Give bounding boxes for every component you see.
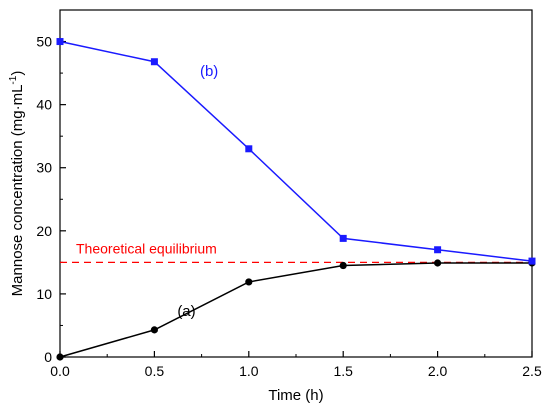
data-point (339, 261, 347, 270)
y-tick-label: 40 (36, 97, 52, 113)
series-label: (b) (200, 63, 218, 80)
data-point (56, 353, 64, 361)
x-tick-label: 1.0 (239, 363, 259, 379)
y-axis-label: Mannose concentration (mg·mL-1) (8, 71, 26, 297)
data-point (528, 257, 536, 265)
x-tick-label: 0.0 (50, 363, 70, 379)
series-line (59, 262, 532, 358)
y-tick-label: 10 (36, 286, 52, 302)
x-tick-label: 2.0 (428, 363, 448, 379)
data-point (56, 38, 64, 46)
y-tick-label: 50 (36, 34, 52, 50)
data-point (434, 246, 442, 254)
data-point (339, 234, 347, 242)
x-tick-label: 2.5 (522, 363, 542, 379)
data-point (245, 278, 253, 286)
x-tick-label: 1.5 (333, 363, 353, 379)
y-axis-label-superscript: -1 (8, 75, 19, 84)
series-label: (a) (177, 303, 195, 320)
data-point (150, 58, 158, 66)
y-axis-label-main: Mannose concentration (mg·mL (9, 85, 26, 297)
y-tick-label: 20 (36, 223, 52, 239)
y-tick-label: 0 (44, 349, 52, 365)
data-point (434, 259, 442, 267)
plot-frame (59, 9, 533, 358)
series-line (59, 40, 533, 262)
x-tick-label: 0.5 (145, 363, 165, 379)
data-point (150, 326, 158, 334)
axis-ticks: 0.0 0.5 1.0 1.5 2.0 2.5 0 10 20 30 40 50 (36, 9, 542, 379)
y-axis-label-close: ) (9, 71, 26, 76)
reference-layer: Theoretical equilibrium (60, 240, 532, 264)
data-point (245, 145, 253, 153)
equilibrium-label: Theoretical equilibrium (76, 240, 217, 256)
series-layer: (a) (b) (56, 38, 536, 361)
y-tick-label: 30 (36, 160, 52, 176)
x-axis-label: Time (h) (268, 387, 323, 404)
